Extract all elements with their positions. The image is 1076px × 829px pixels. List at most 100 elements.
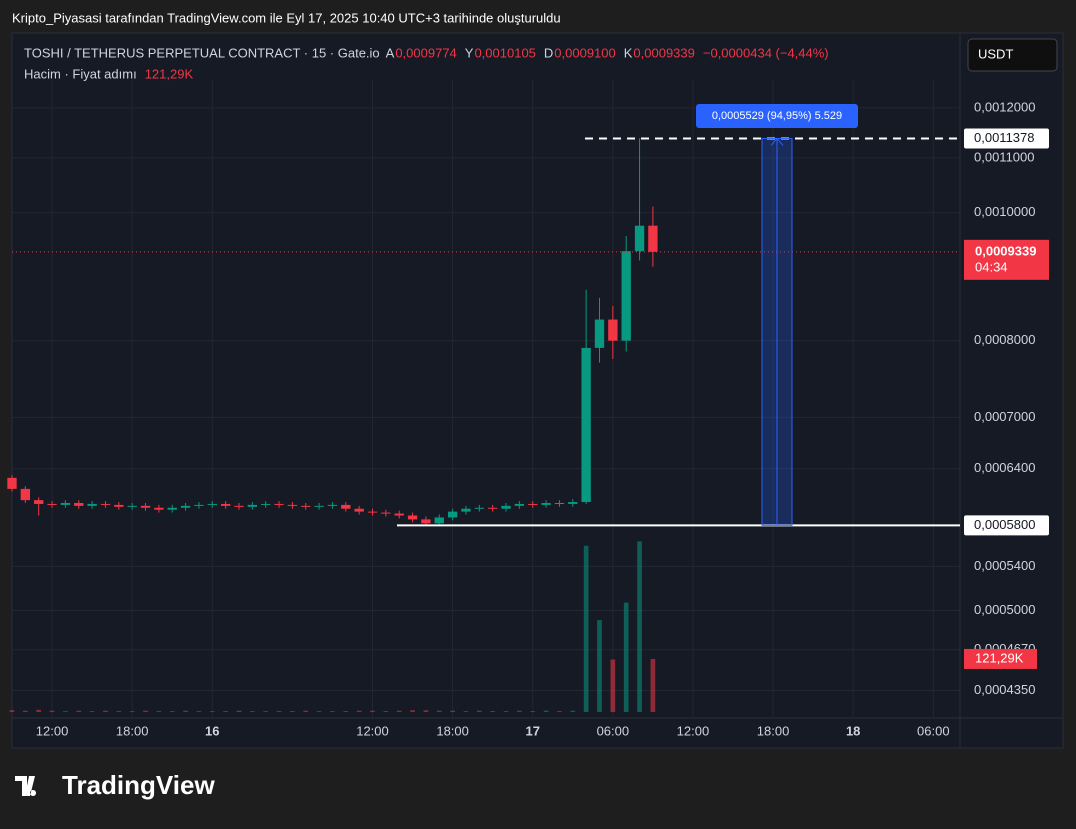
candle-body [60, 502, 71, 505]
measure-tag-label: 0,0011378 [974, 130, 1035, 145]
x-tick-label: 12:00 [356, 723, 389, 738]
candle-body [648, 225, 658, 252]
candle-body [568, 502, 578, 504]
price-tag [964, 239, 1049, 280]
ohlc-value: 0,0010105 [474, 45, 535, 60]
candle-body [74, 502, 84, 506]
volume-bar [396, 710, 402, 712]
candle-body [341, 504, 351, 509]
volume-bar [650, 658, 656, 712]
volume-bar [356, 710, 362, 712]
candle-body [514, 503, 525, 506]
x-tick-label: 18:00 [116, 723, 149, 738]
volume-bar [49, 710, 55, 712]
candle-body [327, 504, 338, 506]
candle-body [20, 488, 31, 501]
candle-body [634, 225, 645, 252]
candle-body [301, 505, 311, 507]
measure-tag [964, 515, 1049, 536]
volume-bar [89, 711, 95, 712]
measure-arrowhead [770, 137, 784, 146]
candle-body [194, 504, 204, 506]
volume-bar [290, 711, 295, 712]
volume-bar [557, 711, 562, 712]
price-tag-label: 0,0009339 [975, 243, 1036, 258]
volume-bar [543, 710, 549, 712]
candle-body [541, 502, 551, 505]
x-tick-label: 18:00 [436, 723, 469, 738]
y-tick-label: 0,0011000 [974, 149, 1035, 164]
logo-text: TradingView [62, 770, 215, 800]
volume-value: 121,29K [145, 66, 194, 81]
volume-bar [530, 711, 536, 712]
measure-label-box [696, 104, 858, 128]
volume-bar [36, 709, 42, 712]
candle-body [167, 507, 177, 510]
volume-bar [316, 711, 322, 712]
x-tick-label: 06:00 [597, 723, 630, 738]
volume-bar [343, 711, 349, 712]
candle-body [474, 507, 484, 509]
candle-body [554, 502, 565, 504]
y-tick-label: 0,0010000 [974, 204, 1035, 219]
volume-bar [570, 710, 576, 712]
currency-label[interactable]: USDT [978, 46, 1013, 61]
ohlc-key: D [544, 45, 553, 60]
x-tick-label: 12:00 [36, 723, 69, 738]
x-tick-label: 18 [846, 723, 860, 738]
volume-bar [330, 711, 335, 712]
volume-bar [63, 711, 68, 712]
y-tick-label: 0,0006400 [974, 460, 1035, 475]
candle-body [114, 504, 124, 507]
volume-bar [209, 711, 215, 712]
volume-bar [169, 711, 175, 712]
candle-body [394, 513, 404, 516]
volume-bar [423, 710, 429, 712]
caption: Kripto_Piyasasi tarafından TradingView.c… [12, 10, 561, 25]
x-tick-label: 12:00 [677, 723, 710, 738]
measure-tag [964, 128, 1049, 149]
candle-body [247, 504, 258, 507]
candle-body [100, 503, 111, 505]
volume-bar [610, 659, 616, 712]
volume-bar [450, 710, 455, 712]
volume-bar [436, 710, 442, 712]
candle-body [234, 505, 244, 507]
currency-button[interactable] [967, 38, 1058, 72]
candle-body [528, 503, 538, 505]
candle-body [47, 503, 57, 505]
candle-body [34, 500, 44, 504]
measure-tag-label: 0,0005800 [974, 517, 1035, 532]
chart-pane [11, 32, 1064, 749]
candle-body [314, 505, 324, 507]
volume-title: Hacim · Fiyat adımı [24, 66, 137, 81]
volume-bar [156, 711, 162, 712]
candle-body [354, 508, 364, 512]
ohlc-value: 0,0009339 [633, 45, 694, 60]
volume-bar [276, 711, 282, 712]
candle-body [274, 503, 284, 505]
volume-bar [250, 711, 255, 712]
candle-body [461, 508, 471, 512]
volume-bar [370, 710, 375, 712]
volume-bar [129, 711, 135, 712]
x-tick-label: 16 [205, 723, 219, 738]
y-tick-label: 0,0005400 [974, 558, 1035, 573]
volume-bar [103, 710, 108, 712]
candle-body [447, 511, 458, 518]
volume-bar [116, 711, 122, 712]
candle-body [608, 319, 618, 341]
candle-body [207, 503, 217, 505]
volume-bar [9, 710, 15, 712]
candle-body [381, 512, 391, 514]
ohlc-value: 0,0009100 [554, 45, 615, 60]
candle-body [140, 505, 151, 508]
volume-bar [183, 710, 188, 712]
candle-body [434, 517, 444, 524]
volume-bar [623, 602, 629, 712]
volume-bar [410, 710, 415, 712]
y-tick-label: 0,0012000 [974, 99, 1035, 114]
volume-bar [517, 710, 522, 712]
volume-bar [196, 711, 202, 712]
